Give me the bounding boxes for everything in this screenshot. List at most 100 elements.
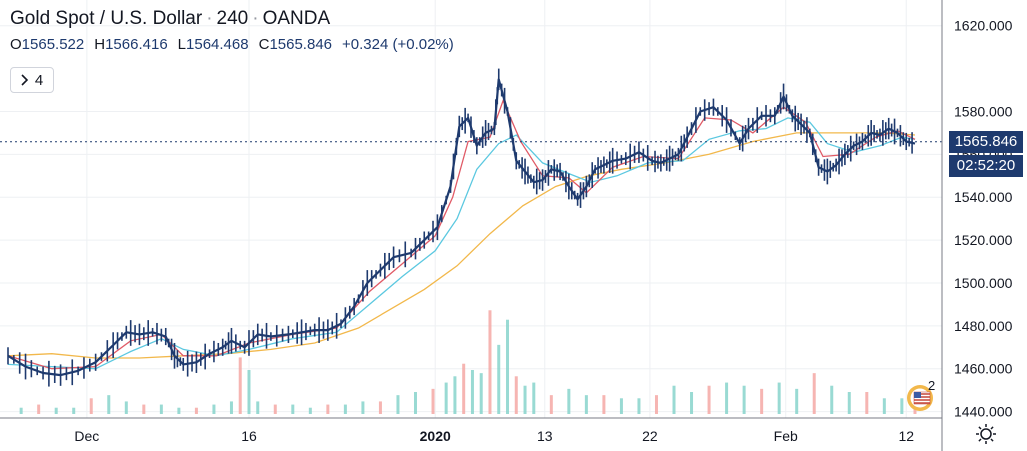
current-price-tag: 1565.846 [949, 130, 1023, 153]
volume-bar [795, 388, 799, 414]
volume-bar [142, 404, 146, 414]
price-tick-label: 1460.000 [954, 361, 1013, 377]
interval-label: 240 [216, 8, 249, 29]
price-tick-label: 1540.000 [954, 189, 1013, 205]
volume-bar [413, 392, 417, 414]
chevron-right-icon [21, 74, 28, 86]
volume-bar [532, 382, 536, 414]
chart-legend: Gold Spot / U.S. Dollar · 240 · OANDA O1565.… [10, 8, 464, 53]
volume-bar [584, 395, 588, 414]
time-tick-label: Dec [74, 428, 99, 444]
low-label: L [177, 36, 187, 53]
volume-bar [865, 392, 869, 414]
high-value: 1566.416 [105, 36, 168, 53]
symbol-title: Gold Spot / U.S. Dollar · 240 · OANDA [10, 8, 464, 30]
indicators-count: 4 [34, 71, 44, 89]
chart-grid [0, 0, 942, 418]
volume-bar [619, 398, 623, 414]
volume-bar [396, 395, 400, 414]
volume-bar [882, 398, 886, 414]
price-line-series [7, 78, 916, 377]
events-badge-icon[interactable] [907, 385, 933, 411]
volume-bar [462, 363, 466, 414]
volume-bar [343, 404, 347, 414]
volume-bar [602, 395, 606, 414]
close-label: C [258, 36, 270, 53]
volume-bar [247, 370, 251, 414]
volume-bar [742, 385, 746, 414]
time-tick-label: 16 [241, 428, 257, 444]
volume-bar [847, 392, 851, 414]
volume-bar [479, 373, 483, 414]
volume-bar [672, 385, 676, 414]
volume-bar [291, 404, 295, 414]
volume-bar [506, 319, 510, 414]
volume-bar [72, 407, 76, 414]
volume-bar [514, 376, 518, 414]
price-tick-label: 1500.000 [954, 275, 1013, 291]
volume-bar [238, 357, 242, 414]
volume-bar [760, 388, 764, 414]
volume-bar [212, 404, 216, 414]
volume-bars [19, 310, 917, 414]
volume-bar [830, 385, 834, 414]
price-series [7, 68, 916, 387]
volume-bar [159, 404, 163, 414]
time-tick-label: 13 [537, 428, 553, 444]
title-separator: · [252, 8, 259, 29]
time-axis: Dec 16 2020 13 22 Feb 12 [74, 428, 914, 444]
volume-bar [453, 376, 457, 414]
volume-bar [470, 370, 474, 414]
volume-bar [107, 395, 111, 414]
price-tick-label: 1620.000 [954, 18, 1013, 34]
time-tick-label: 22 [642, 428, 658, 444]
open-label: O [10, 36, 22, 53]
volume-bar [523, 385, 527, 414]
volume-bar [326, 404, 330, 414]
indicators-toggle-button[interactable]: 4 [10, 67, 54, 93]
volume-bar [637, 398, 641, 414]
volume-bar [54, 407, 58, 414]
volume-bar [273, 404, 277, 414]
volume-bar [900, 398, 904, 414]
volume-bar [431, 388, 435, 414]
chart-settings-button[interactable] [972, 420, 1000, 448]
time-tick-label: Feb [774, 428, 798, 444]
volume-bar [378, 401, 382, 414]
volume-bar [497, 344, 501, 414]
open-value: 1565.522 [21, 36, 85, 53]
events-count: 2 [928, 378, 936, 393]
volume-bar [177, 407, 181, 414]
volume-bar [37, 404, 41, 414]
title-separator: · [206, 8, 213, 29]
volume-bar [308, 407, 312, 414]
volume-bar [549, 395, 553, 414]
ohlc-values: O1565.522 H1566.416 L1564.468 C1565.846 +0.3… [10, 36, 464, 53]
change-value: +0.324 (+0.02%) [342, 36, 454, 53]
volume-bar [567, 388, 571, 414]
volume-bar [229, 401, 233, 414]
data-source-label: OANDA [262, 8, 331, 29]
symbol-name: Gold Spot / U.S. Dollar [10, 8, 203, 29]
price-axis: 1620.0001580.0001560.0001540.0001520.000… [954, 18, 1013, 420]
volume-bar [89, 398, 93, 414]
volume-bar [444, 382, 448, 414]
volume-bar [812, 373, 816, 414]
sun-gear-icon [976, 424, 996, 444]
high-label: H [94, 36, 106, 53]
volume-bar [124, 401, 128, 414]
price-tick-label: 1440.000 [954, 404, 1013, 420]
time-tick-label: 2020 [420, 428, 451, 444]
volume-bar [725, 382, 729, 414]
volume-bar [361, 401, 365, 414]
bar-countdown-tag: 02:52:20 [949, 154, 1023, 177]
volume-bar [690, 392, 694, 414]
volume-bar [654, 395, 658, 414]
volume-bar [256, 401, 260, 414]
volume-bar [194, 407, 198, 414]
volume-bar [707, 385, 711, 414]
low-value: 1564.468 [186, 36, 249, 53]
volume-bar [777, 382, 781, 414]
price-tick-label: 1580.000 [954, 103, 1013, 119]
